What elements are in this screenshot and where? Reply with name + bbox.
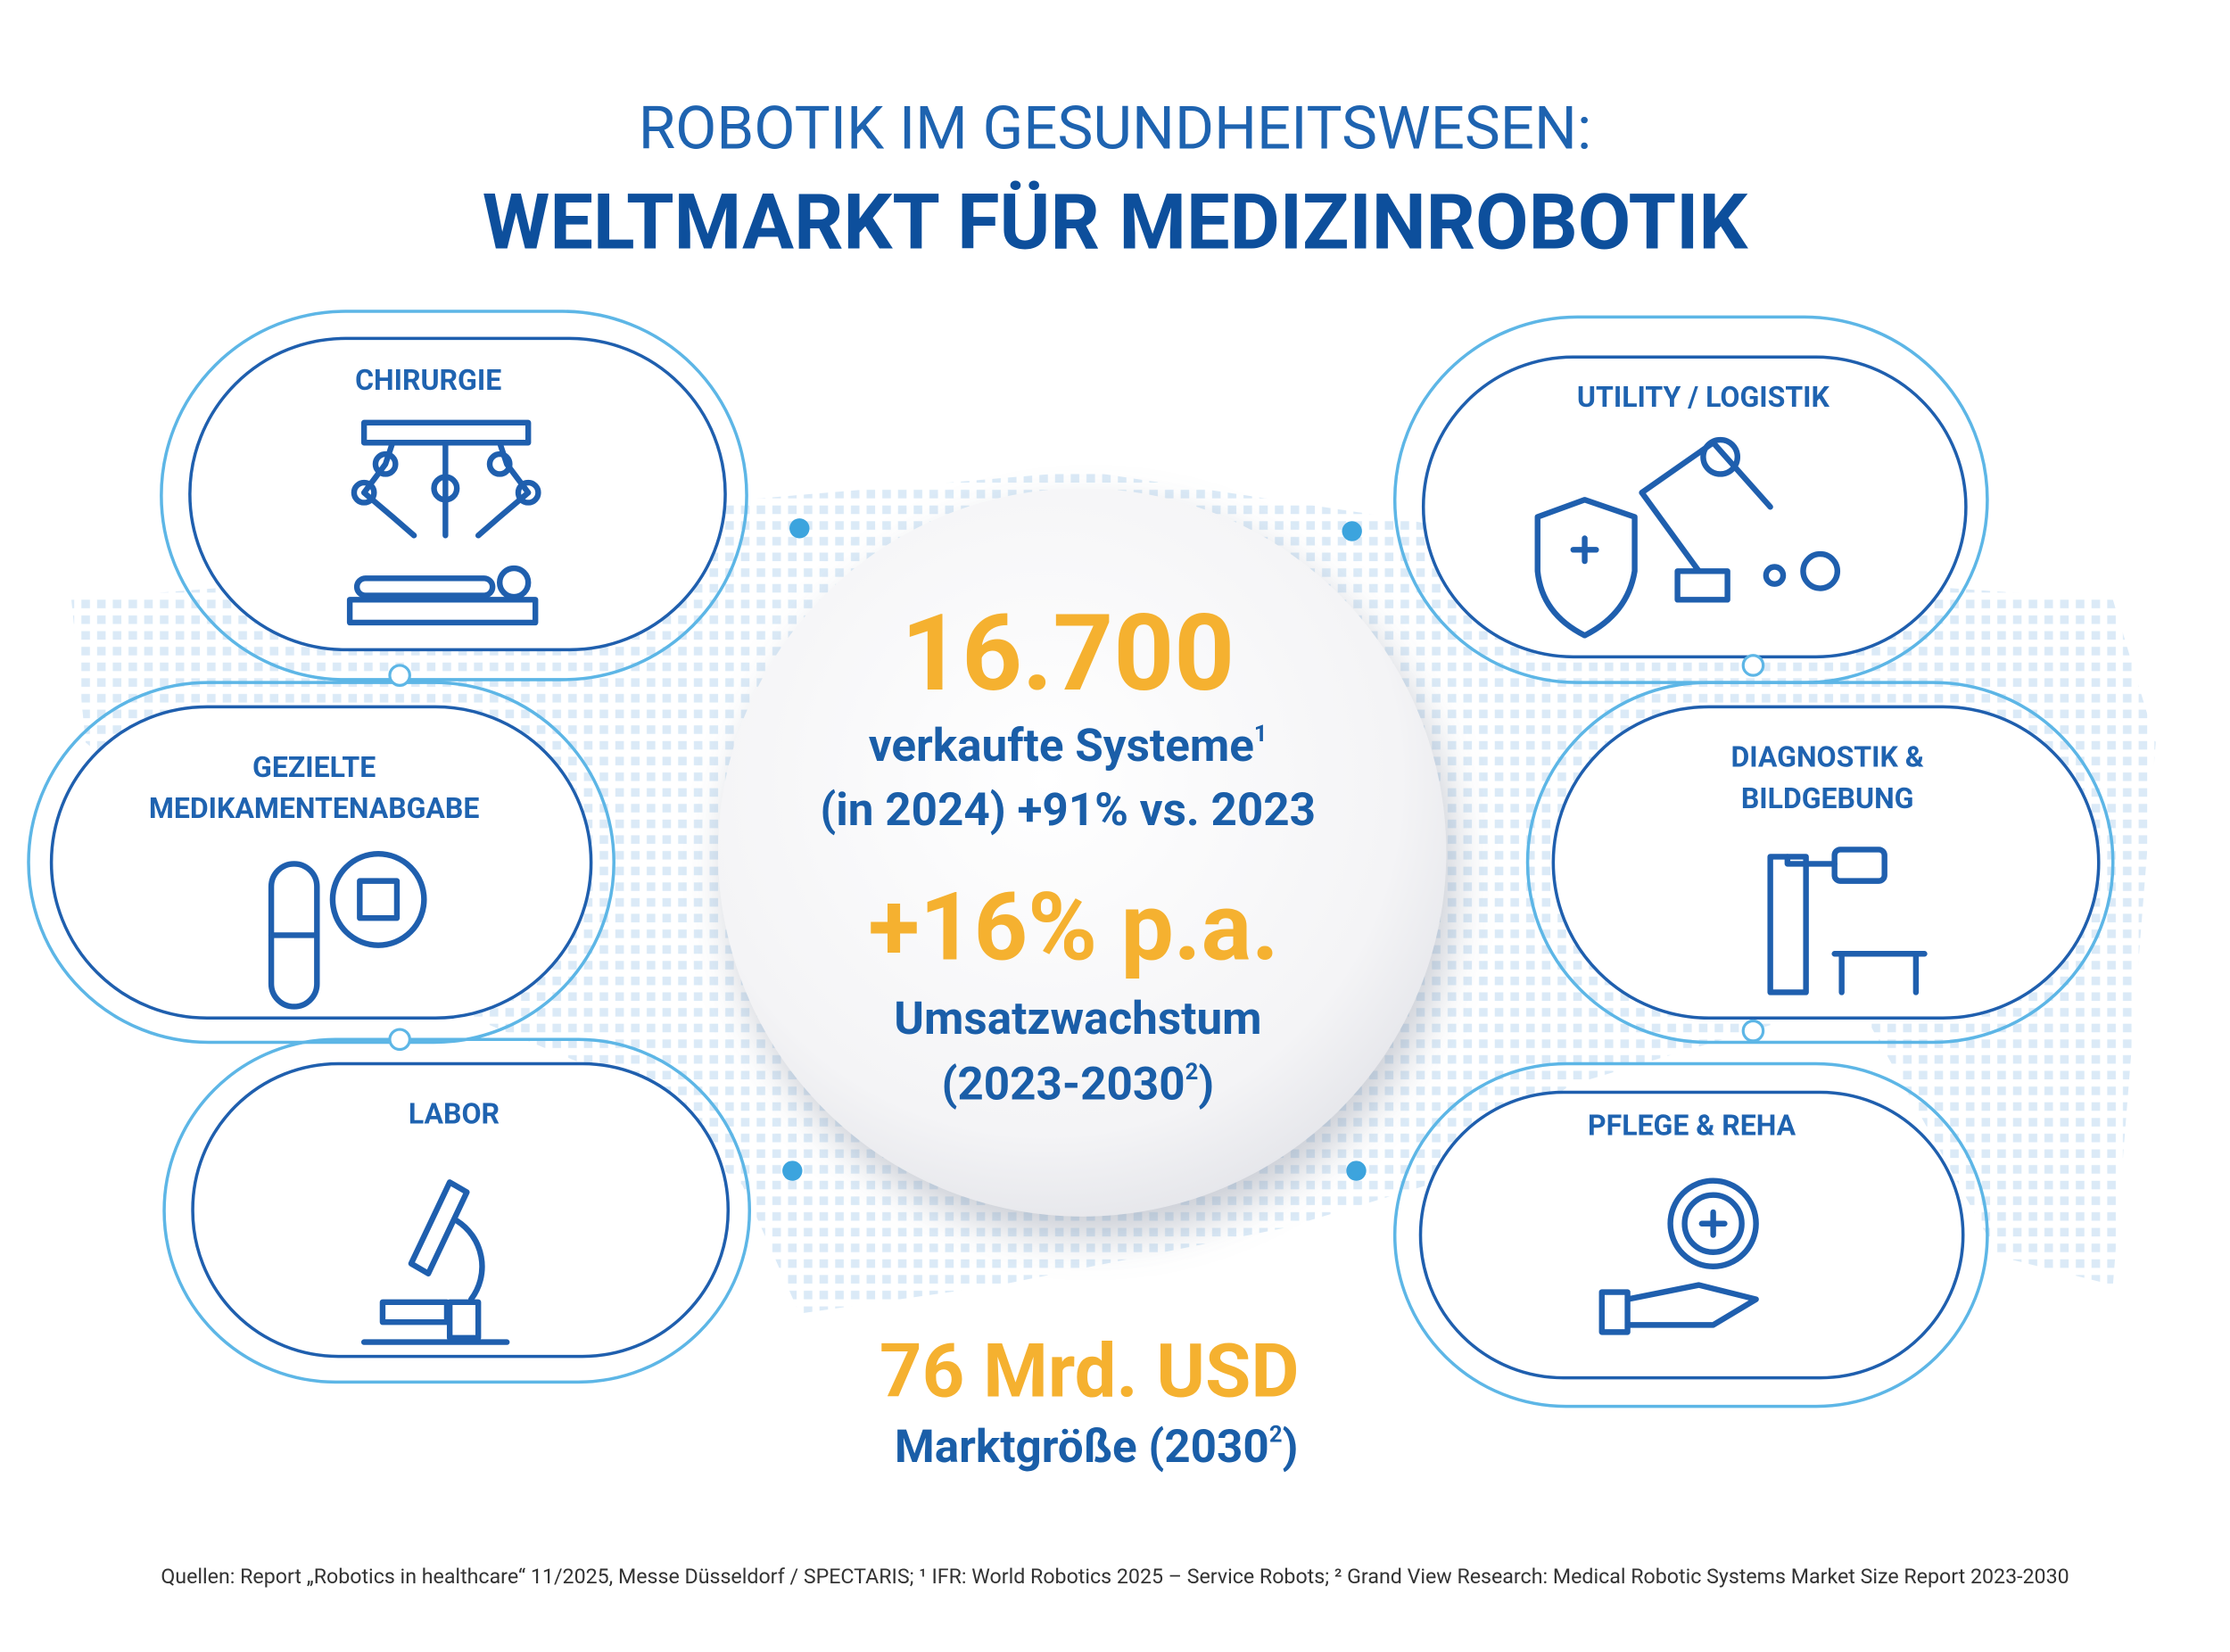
category-label: GEZIELTE — [252, 750, 376, 784]
care-icon — [1598, 1177, 1759, 1335]
stat-label: (2023-20302) — [942, 1056, 1215, 1111]
category-label: DIAGNOSTIK & — [1730, 740, 1923, 774]
stat-label-text: verkaufte Systeme — [869, 718, 1254, 772]
outer-ring — [1525, 681, 2115, 1045]
outer-ring — [160, 310, 748, 681]
center-circle — [718, 488, 1447, 1217]
stat-label: Umsatzwachstum — [894, 991, 1261, 1045]
logistics-icon — [1534, 436, 1841, 639]
outer-ring — [1392, 1061, 1989, 1408]
stat-label-text: ) — [1198, 1056, 1214, 1111]
title-line-1: ROBOTIK IM GESUNDHEITSWESEN: — [639, 95, 1592, 164]
category-label: LABOR — [409, 1097, 500, 1131]
stat-label-text: (2023-2030 — [942, 1056, 1185, 1111]
market-value: 76 Mrd. USD — [880, 1328, 1300, 1415]
category-label: PFLEGE & REHA — [1588, 1109, 1796, 1143]
category-label: MEDIKAMENTENABGABE — [149, 791, 480, 825]
capsule-icon — [268, 851, 427, 1010]
title-line-2: WELTMARKT FÜR MEDIZINROBOTIK — [483, 178, 1749, 268]
stat-value: +16% p.a. — [868, 872, 1278, 983]
outer-ring — [162, 1037, 752, 1384]
stat-label: verkaufte Systeme1 — [869, 718, 1268, 772]
market-label: Marktgröße (20302) — [895, 1419, 1299, 1474]
pill — [49, 705, 593, 1020]
market-label-text: Marktgröße (2030 — [895, 1419, 1269, 1474]
footnote-mark: 2 — [1269, 1422, 1283, 1449]
decor-dots — [388, 518, 1765, 1181]
pill — [1418, 1090, 1965, 1380]
stat-value: 16.700 — [901, 591, 1235, 715]
stat-label: (in 2024) +91% vs. 2023 — [820, 782, 1316, 837]
sources: Quellen: Report „Robotics in healthcare“… — [161, 1564, 2069, 1589]
footnote-mark: 2 — [1185, 1059, 1199, 1086]
category-label: BILDGEBUNG — [1741, 781, 1914, 815]
outer-ring — [27, 681, 615, 1045]
microscope-icon — [360, 1179, 510, 1345]
category-label: UTILITY / LOGISTIK — [1577, 380, 1830, 414]
footnote-mark: 1 — [1254, 721, 1268, 748]
surgery-icon — [346, 419, 541, 626]
category-label: CHIRURGIE — [355, 363, 501, 397]
imaging-icon — [1767, 847, 1928, 995]
market-label-text: ) — [1283, 1419, 1299, 1474]
